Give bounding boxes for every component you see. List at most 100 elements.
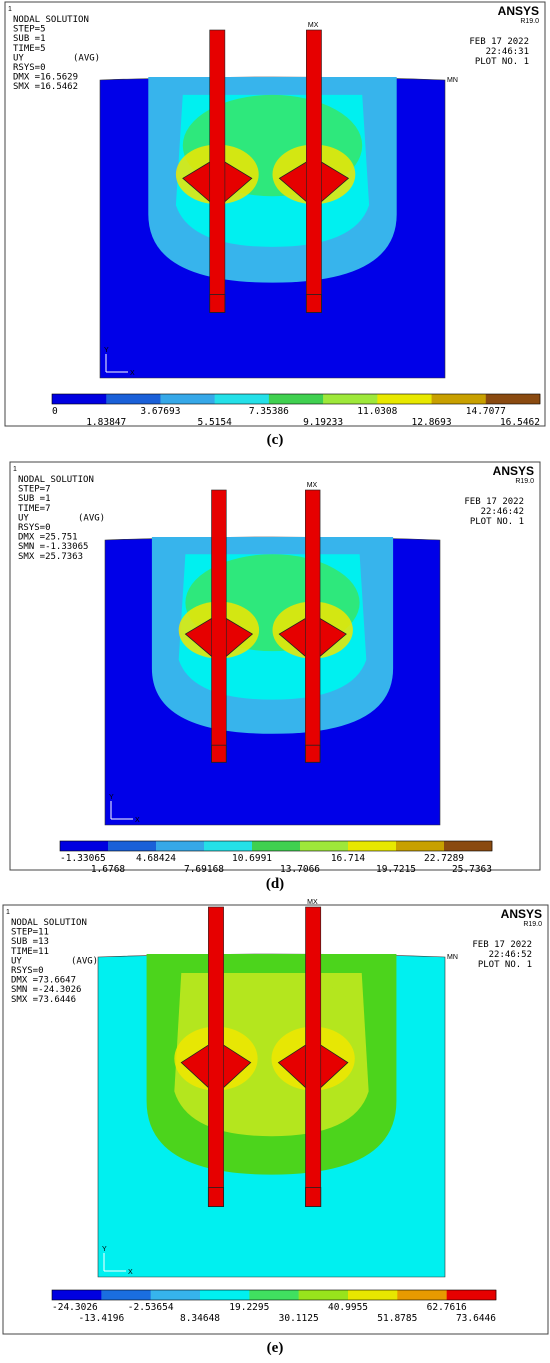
legend-band bbox=[396, 841, 445, 851]
mx-marker: MX bbox=[308, 22, 319, 29]
legend-band bbox=[348, 1290, 398, 1300]
corner-number: 1 bbox=[8, 6, 12, 13]
legend-frame bbox=[59, 840, 493, 852]
panel-label: (e) bbox=[267, 1340, 284, 1356]
legend-band bbox=[249, 1290, 299, 1300]
info-line: UY bbox=[18, 513, 29, 523]
legend-label: 4.68424 bbox=[136, 853, 176, 864]
info-line: SMN =-1.33065 bbox=[18, 542, 88, 552]
info-line: SMX =73.6446 bbox=[11, 995, 76, 1005]
axis-label-y: Y bbox=[109, 794, 114, 801]
pile bbox=[305, 906, 322, 1207]
legend-band bbox=[52, 1290, 102, 1300]
legend-label: -1.33065 bbox=[60, 853, 106, 864]
axis-label-y: Y bbox=[102, 1246, 107, 1253]
legend-band bbox=[446, 1290, 497, 1300]
axis-label-x: X bbox=[130, 370, 135, 377]
legend-frame bbox=[51, 1289, 497, 1301]
info-line: SUB =1 bbox=[13, 34, 46, 44]
legend-label: 7.35386 bbox=[249, 406, 289, 417]
legend-band bbox=[268, 394, 324, 404]
legend-label: 22.7289 bbox=[424, 853, 464, 864]
version: R19.0 bbox=[520, 18, 539, 25]
info-line: DMX =25.751 bbox=[18, 533, 78, 543]
avg-note: (AVG) bbox=[73, 53, 100, 63]
info-line: RSYS=0 bbox=[11, 966, 44, 976]
brand: ANSYS bbox=[501, 907, 542, 921]
legend-label: 0 bbox=[52, 406, 58, 417]
legend-label: 3.67693 bbox=[140, 406, 180, 417]
panel-label: (c) bbox=[267, 432, 284, 448]
plot-number: PLOT NO. 1 bbox=[475, 57, 529, 67]
legend-band bbox=[150, 1290, 201, 1300]
legend-label: 14.7077 bbox=[466, 406, 506, 417]
pile-tip bbox=[305, 1187, 322, 1208]
info-line: SMX =25.7363 bbox=[18, 552, 83, 562]
info-line: SMX =16.5462 bbox=[13, 82, 78, 92]
pile-tip bbox=[207, 1187, 225, 1208]
pile bbox=[208, 906, 224, 1207]
legend-label: 19.7215 bbox=[376, 864, 416, 875]
mn-marker: MN bbox=[447, 77, 458, 84]
time: 22:46:31 bbox=[486, 47, 529, 57]
axis-label-y: Y bbox=[104, 347, 109, 354]
legend-label: 16.5462 bbox=[500, 417, 540, 428]
legend-band bbox=[444, 841, 493, 851]
info-line: NODAL SOLUTION bbox=[18, 475, 94, 485]
corner-number: 1 bbox=[6, 909, 10, 916]
legend-label: 62.7616 bbox=[427, 1302, 467, 1313]
pile bbox=[306, 29, 322, 313]
legend-band bbox=[323, 394, 378, 404]
legend-band bbox=[101, 1290, 151, 1300]
legend-band bbox=[200, 1290, 250, 1300]
legend-label: 10.6991 bbox=[232, 853, 272, 864]
legend-label: 12.8693 bbox=[412, 417, 452, 428]
legend-label: 25.7363 bbox=[452, 864, 492, 875]
legend-label: 5.5154 bbox=[198, 417, 233, 428]
legend-band bbox=[204, 841, 253, 851]
info-line: SUB =13 bbox=[11, 937, 49, 947]
legend-label: -24.3026 bbox=[52, 1302, 98, 1313]
avg-note: (AVG) bbox=[78, 513, 105, 523]
avg-note: (AVG) bbox=[71, 956, 98, 966]
legend-band bbox=[397, 1290, 447, 1300]
version: R19.0 bbox=[523, 921, 542, 928]
info-line: SMN =-24.3026 bbox=[11, 985, 81, 995]
legend-band bbox=[348, 841, 397, 851]
version: R19.0 bbox=[515, 478, 534, 485]
legend-band bbox=[52, 394, 107, 404]
legend-band bbox=[106, 394, 161, 404]
pile-tip bbox=[305, 294, 322, 313]
time: 22:46:52 bbox=[489, 950, 532, 960]
legend-label: 1.83847 bbox=[86, 417, 126, 428]
info-line: RSYS=0 bbox=[13, 63, 46, 73]
info-line: DMX =16.5629 bbox=[13, 73, 78, 83]
panel-label: (d) bbox=[266, 876, 284, 892]
mx-marker: MX bbox=[307, 482, 318, 489]
info-line: RSYS=0 bbox=[18, 523, 51, 533]
info-line: STEP=5 bbox=[13, 25, 46, 35]
pile-tip bbox=[209, 294, 226, 313]
mn-marker: MN bbox=[447, 954, 458, 961]
legend-label: 11.0308 bbox=[357, 406, 397, 417]
legend-label: 73.6446 bbox=[456, 1313, 496, 1324]
pile bbox=[209, 29, 226, 313]
legend-label: 7.69168 bbox=[184, 864, 224, 875]
date: FEB 17 2022 bbox=[469, 37, 529, 47]
legend-label: 19.2295 bbox=[229, 1302, 269, 1313]
info-line: STEP=7 bbox=[18, 485, 51, 495]
time: 22:46:42 bbox=[481, 507, 524, 517]
pile bbox=[305, 489, 321, 763]
info-line: STEP=11 bbox=[11, 928, 49, 938]
legend-band bbox=[156, 841, 205, 851]
brand: ANSYS bbox=[493, 464, 534, 478]
legend-label: 30.1125 bbox=[279, 1313, 319, 1324]
legend-label: 16.714 bbox=[331, 853, 366, 864]
legend-label: 1.6768 bbox=[91, 864, 126, 875]
date: FEB 17 2022 bbox=[472, 940, 532, 950]
info-line: NODAL SOLUTION bbox=[13, 15, 89, 25]
